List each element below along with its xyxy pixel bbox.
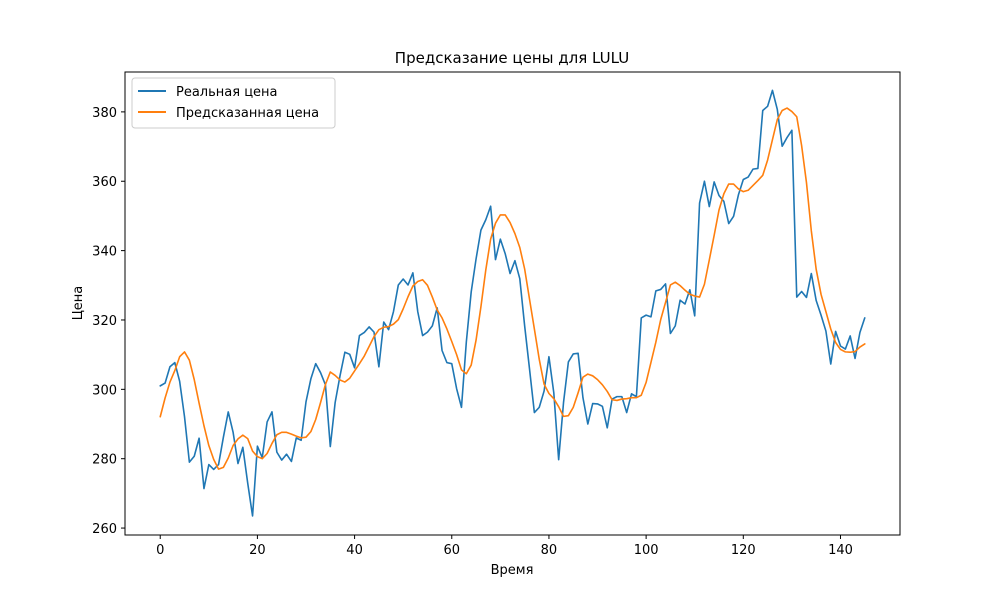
x-axis-label: Время	[491, 563, 534, 578]
y-tick-label: 300	[92, 383, 117, 398]
y-tick-label: 260	[92, 522, 117, 537]
x-tick-label: 120	[731, 543, 756, 558]
y-tick-label: 280	[92, 453, 117, 468]
x-tick-label: 40	[346, 543, 363, 558]
x-tick-label: 140	[828, 543, 853, 558]
y-tick-label: 380	[92, 106, 117, 121]
y-tick-label: 360	[92, 175, 117, 190]
x-tick-label: 100	[634, 543, 659, 558]
y-axis-label: Цена	[71, 286, 86, 321]
chart-title: Предсказание цены для LULU	[395, 49, 629, 67]
legend-label-predicted: Предсказанная цена	[176, 106, 319, 121]
x-tick-label: 0	[156, 543, 164, 558]
legend-label-real: Реальная цена	[176, 85, 278, 100]
plot-area	[125, 72, 900, 535]
series-lines	[159, 89, 866, 517]
x-tick-label: 20	[249, 543, 266, 558]
y-axis: 260 280 300 320 340 360 380	[92, 106, 125, 537]
series-line-real-price	[159, 89, 866, 517]
legend: Реальная цена Предсказанная цена	[131, 77, 336, 129]
y-tick-label: 340	[92, 245, 117, 260]
x-tick-label: 60	[443, 543, 460, 558]
y-tick-label: 320	[92, 314, 117, 329]
x-tick-label: 80	[541, 543, 558, 558]
series-line-predicted-price	[159, 107, 866, 470]
legend-box	[131, 77, 336, 129]
plot-frame	[124, 71, 901, 536]
x-axis: 0 20 40 60 80 100 120 140	[156, 535, 853, 558]
